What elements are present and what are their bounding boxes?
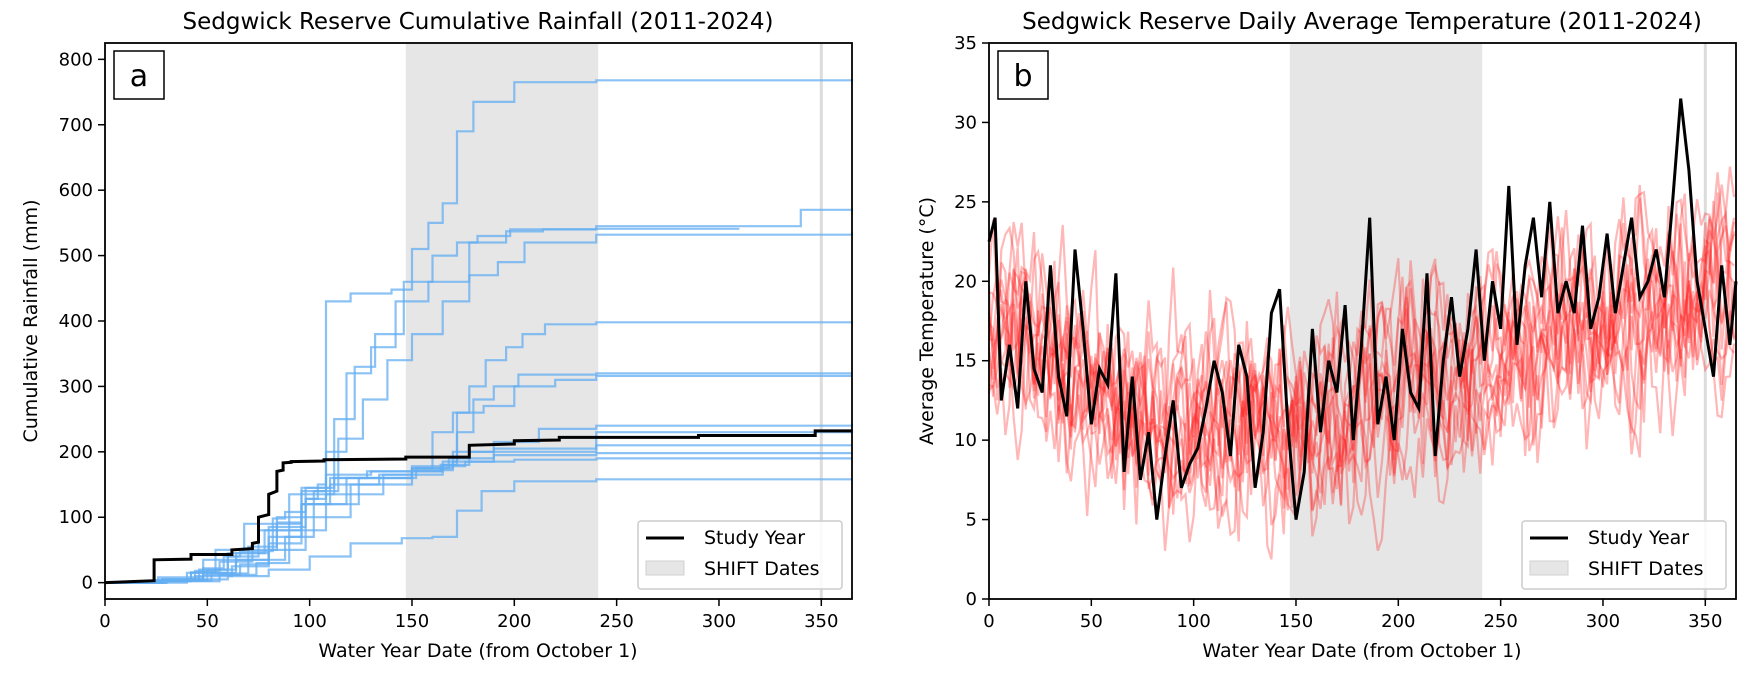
y-tick-label: 100 <box>59 507 93 528</box>
panel-label-frame <box>997 50 1049 100</box>
y-tick-label: 500 <box>59 246 93 267</box>
chart-title: Sedgwick Reserve Daily Average Temperatu… <box>1022 9 1702 35</box>
temperature-chart: Sedgwick Reserve Daily Average Temperatu… <box>916 9 1738 662</box>
x-tick-label: 100 <box>1176 611 1210 632</box>
shift-dates-region <box>1289 43 1483 599</box>
rainfall-year-line <box>105 457 852 584</box>
legend-study-year: Study Year <box>1588 527 1689 549</box>
panel-label: a <box>130 59 148 94</box>
x-tick-label: 150 <box>395 611 429 632</box>
y-tick-label: 25 <box>954 192 977 213</box>
shift-dates-region <box>405 43 599 599</box>
y-tick-label: 300 <box>59 376 93 397</box>
legend-study-year: Study Year <box>704 527 805 549</box>
x-tick-label: 350 <box>804 611 838 632</box>
x-axis-label: Water Year Date (from October 1) <box>318 640 637 662</box>
temperature-year-line <box>987 219 1736 505</box>
plot-frame <box>988 42 1737 600</box>
chart-title: Sedgwick Reserve Cumulative Rainfall (20… <box>183 9 774 35</box>
x-tick-label: 100 <box>292 611 326 632</box>
panel-label-box: a <box>113 50 165 100</box>
y-tick-label: 0 <box>82 573 93 594</box>
rainfall-chart: Sedgwick Reserve Cumulative Rainfall (20… <box>20 9 854 662</box>
x-tick-label: 200 <box>1381 611 1415 632</box>
legend-shift-dates: SHIFT Dates <box>704 558 820 580</box>
rainfall-year-line <box>105 452 852 584</box>
panel-label: b <box>1013 59 1032 94</box>
y-tick-label: 15 <box>954 351 977 372</box>
legend: Study Year SHIFT Dates <box>1521 520 1727 590</box>
y-tick-label: 5 <box>966 510 977 531</box>
y-axis-ticks: 0 100 200 300 400 500 600 700 800 <box>59 49 105 594</box>
rainfall-year-line <box>105 428 854 584</box>
temperature-year-line <box>988 185 1736 516</box>
x-tick-label: 300 <box>1586 611 1620 632</box>
y-tick-label: 400 <box>59 311 93 332</box>
legend-frame <box>1521 520 1727 590</box>
temperature-year-line <box>987 200 1735 560</box>
y-tick-label: 35 <box>954 33 977 54</box>
rainfall-year-line <box>105 424 854 584</box>
rainfall-year-line <box>105 478 852 584</box>
temperature-year-line <box>987 209 1736 479</box>
y-tick-label: 0 <box>966 589 977 610</box>
x-tick-label: 200 <box>497 611 531 632</box>
x-tick-label: 150 <box>1279 611 1313 632</box>
legend-frame <box>637 520 843 590</box>
y-tick-label: 30 <box>954 112 977 133</box>
x-tick-label: 250 <box>599 611 633 632</box>
y-tick-label: 10 <box>954 430 977 451</box>
x-tick-label: 300 <box>702 611 736 632</box>
legend-patch-marker <box>1529 560 1569 576</box>
y-axis-ticks: 0 5 10 15 20 25 30 35 <box>954 33 989 610</box>
x-tick-label: 0 <box>983 611 994 632</box>
temperature-year-line <box>987 190 1736 509</box>
rainfall-year-line <box>105 79 854 584</box>
rainfall-year-line <box>105 232 854 584</box>
legend-shift-dates: SHIFT Dates <box>1588 558 1704 580</box>
y-tick-label: 800 <box>59 49 93 70</box>
panel-label-box: b <box>997 50 1049 100</box>
panel-label-frame <box>113 50 165 100</box>
x-axis-ticks: 0 50 100 150 200 250 300 350 <box>983 599 1722 632</box>
y-axis-label: Average Temperature (°C) <box>916 197 938 445</box>
rainfall-year-line <box>105 374 852 584</box>
x-tick-label: 0 <box>99 611 110 632</box>
x-tick-label: 250 <box>1483 611 1517 632</box>
y-tick-label: 200 <box>59 442 93 463</box>
y-tick-label: 20 <box>954 271 977 292</box>
x-axis-ticks: 0 50 100 150 200 250 300 350 <box>99 599 838 632</box>
temperature-year-line <box>987 231 1736 551</box>
legend: Study Year SHIFT Dates <box>637 520 843 590</box>
x-tick-label: 350 <box>1688 611 1722 632</box>
y-tick-label: 700 <box>59 115 93 136</box>
x-tick-label: 50 <box>196 611 219 632</box>
legend-patch-marker <box>645 560 685 576</box>
temperature-year-line <box>988 166 1736 551</box>
background-series-group <box>105 79 854 584</box>
x-axis-label: Water Year Date (from October 1) <box>1202 640 1521 662</box>
study-year-line <box>987 98 1738 520</box>
y-tick-label: 600 <box>59 180 93 201</box>
study-year-line <box>104 429 852 585</box>
x-tick-label: 50 <box>1080 611 1103 632</box>
y-axis-label: Cumulative Rainfall (mm) <box>20 199 42 442</box>
